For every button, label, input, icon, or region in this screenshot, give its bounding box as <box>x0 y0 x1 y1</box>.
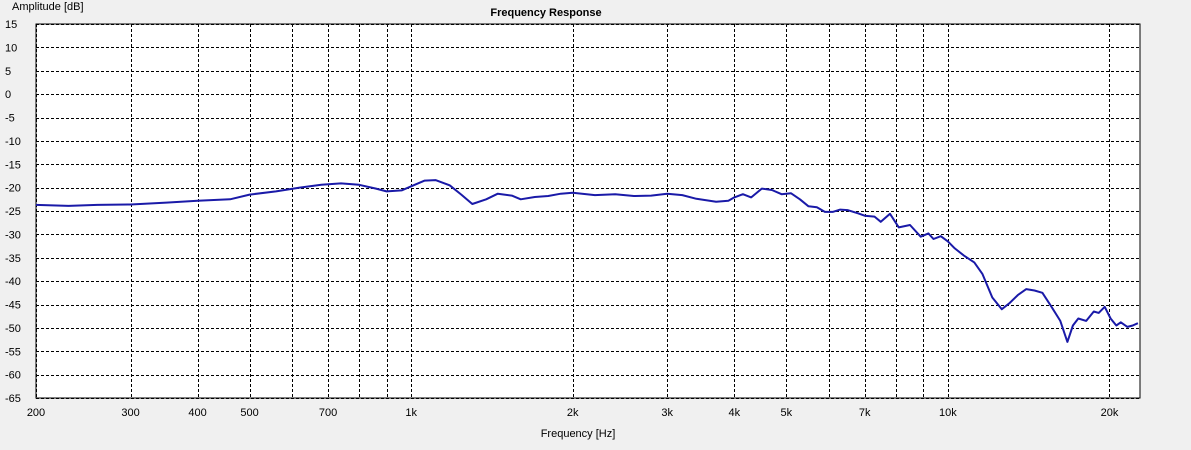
x-tick-label: 300 <box>121 407 139 419</box>
y-tick-label: -25 <box>5 206 21 218</box>
x-tick-label: 1k <box>405 407 417 419</box>
x-tick-label: 700 <box>319 407 337 419</box>
y-tick-label: 15 <box>5 19 17 31</box>
y-tick-label: -10 <box>5 136 21 148</box>
x-tick-label: 200 <box>27 407 45 419</box>
x-tick-label: 5k <box>781 407 793 419</box>
series-line <box>35 179 1139 343</box>
y-tick-label: -15 <box>5 159 21 171</box>
grid-lines <box>36 24 1140 399</box>
plot-border <box>35 23 1141 399</box>
y-tick-label: -20 <box>5 183 21 195</box>
y-tick-label: -45 <box>5 300 21 312</box>
y-tick-label: -60 <box>5 370 21 382</box>
y-tick-label: -30 <box>5 229 21 241</box>
x-axis-label: Frequency [Hz] <box>541 428 616 440</box>
x-tick-label: 10k <box>939 407 957 419</box>
y-tick-label: 0 <box>5 89 11 101</box>
x-tick-label: 500 <box>240 407 258 419</box>
x-tick-label: 2k <box>567 407 579 419</box>
x-tick-label: 20k <box>1101 407 1119 419</box>
x-tick-label: 3k <box>661 407 673 419</box>
y-tick-label: -35 <box>5 253 21 265</box>
y-tick-label: -5 <box>5 113 15 125</box>
chart-title: Frequency Response <box>490 7 601 19</box>
x-tick-label: 4k <box>728 407 740 419</box>
y-tick-label: 5 <box>5 66 11 78</box>
y-tick-label: -40 <box>5 276 21 288</box>
y-tick-label: -55 <box>5 346 21 358</box>
y-tick-label: 10 <box>5 42 17 54</box>
x-tick-label: 400 <box>188 407 206 419</box>
series-group <box>35 179 1139 343</box>
y-axis-label: Amplitude [dB] <box>12 1 84 13</box>
x-tick-labels: 200 300 400 500 700 1k 2k 3k 4k 5k 7k 10k 20k <box>27 407 1119 419</box>
y-tick-label: -65 <box>5 393 21 405</box>
x-tick-label: 7k <box>859 407 871 419</box>
y-tick-label: -50 <box>5 323 21 335</box>
y-tick-labels: 15 10 5 0 -5 -10 -15 -20 -25 -30 -35 -40 -45 -50 -55 -6… <box>5 19 21 405</box>
